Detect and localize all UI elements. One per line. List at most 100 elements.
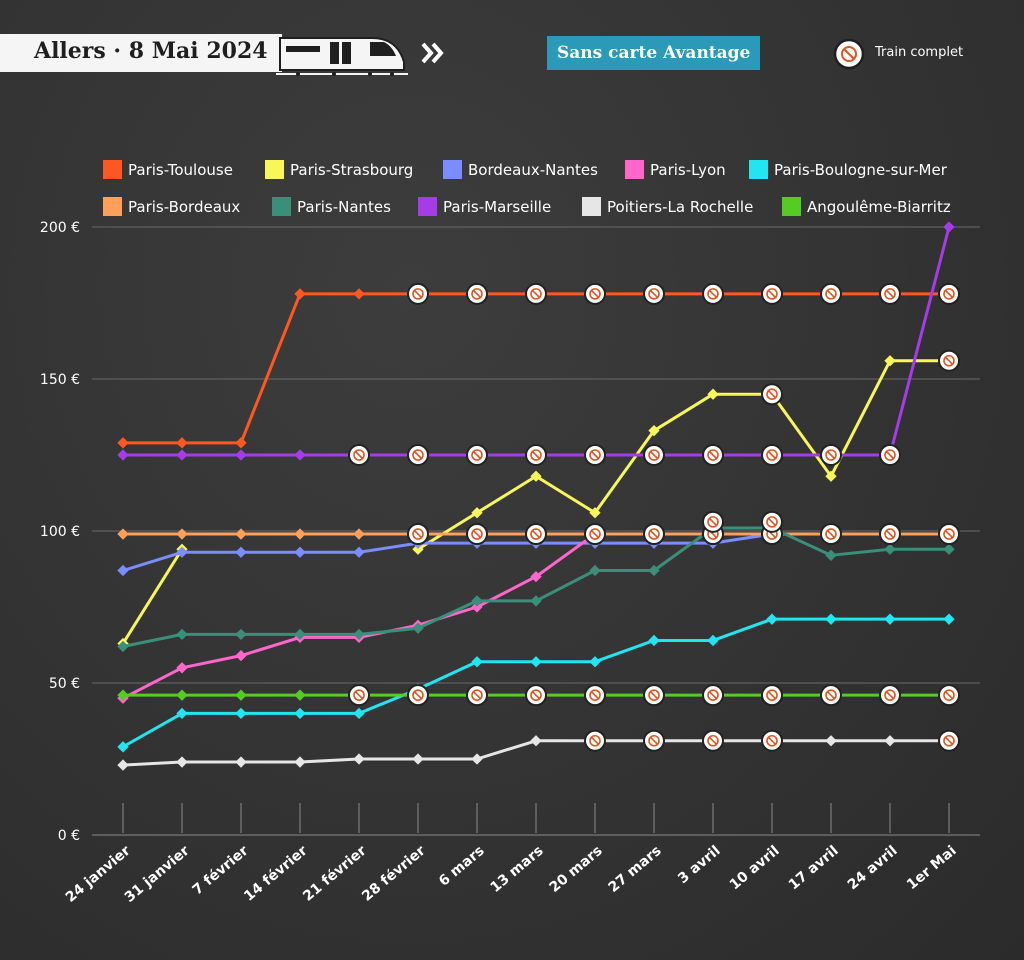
train-full-marker xyxy=(820,684,842,707)
data-point xyxy=(943,221,955,233)
x-tick-label: 21 février xyxy=(300,843,369,905)
train-full-marker xyxy=(348,684,370,707)
legend-label: Paris-Marseille xyxy=(443,198,551,216)
data-point xyxy=(235,528,247,540)
train-full-marker xyxy=(702,510,724,533)
data-point xyxy=(117,564,129,577)
data-point xyxy=(648,634,660,647)
legend-label: Paris-Toulouse xyxy=(128,161,233,179)
x-tick-label: 14 février xyxy=(241,843,310,905)
train-full-marker xyxy=(938,523,960,546)
train-full-marker xyxy=(525,684,547,707)
data-point xyxy=(294,756,306,768)
data-point xyxy=(235,689,247,701)
y-tick-label: 50 € xyxy=(49,676,80,692)
legend-label: Paris-Bordeaux xyxy=(128,198,240,216)
data-point xyxy=(471,601,483,613)
data-point xyxy=(471,595,483,607)
data-point xyxy=(176,449,188,461)
legend-swatch xyxy=(272,197,291,216)
legend-swatch xyxy=(625,160,644,179)
data-point xyxy=(294,449,306,461)
page-title: Allers · 8 Mai 2024 xyxy=(34,38,268,64)
train-full-marker xyxy=(938,684,960,707)
data-point xyxy=(176,628,188,641)
x-tick-label: 3 avril xyxy=(675,843,723,887)
data-point xyxy=(825,549,837,561)
data-point xyxy=(235,449,247,461)
x-tick-label: 28 février xyxy=(359,843,428,905)
title-banner xyxy=(0,34,282,72)
data-point xyxy=(235,649,247,662)
x-tick-label: 20 mars xyxy=(547,843,606,896)
data-point xyxy=(589,656,601,668)
train-full-marker xyxy=(643,684,665,707)
train-full-marker xyxy=(879,282,901,305)
legend-swatch xyxy=(418,197,437,216)
train-full-marker xyxy=(643,523,665,546)
series-line xyxy=(123,292,949,445)
train-full-marker xyxy=(702,729,724,752)
x-tick-label: 7 février xyxy=(190,843,252,899)
data-point xyxy=(235,437,247,449)
train-full-marker xyxy=(938,282,960,305)
train-full-marker xyxy=(702,684,724,707)
data-point xyxy=(471,656,483,668)
data-point xyxy=(353,707,365,720)
data-point xyxy=(825,613,837,625)
train-full-marker xyxy=(525,523,547,546)
legend-swatch xyxy=(582,197,601,216)
train-full-marker xyxy=(938,729,960,752)
data-point xyxy=(707,634,719,647)
data-point xyxy=(884,543,896,555)
data-point xyxy=(294,288,306,300)
legend-label: Angoulême-Biarritz xyxy=(807,198,951,216)
data-point xyxy=(884,613,896,625)
data-point xyxy=(353,288,365,300)
data-point xyxy=(294,528,306,540)
x-tick-label: 10 avril xyxy=(727,843,783,893)
data-point xyxy=(176,689,188,701)
data-point xyxy=(176,662,188,674)
data-point xyxy=(943,543,955,555)
data-point xyxy=(235,628,247,641)
train-full-marker xyxy=(466,684,488,707)
y-tick-label: 150 € xyxy=(40,372,80,388)
train-full-marker xyxy=(938,349,960,372)
data-point xyxy=(294,546,306,558)
data-point xyxy=(176,528,188,540)
legend-swatch xyxy=(265,160,284,179)
train-full-marker xyxy=(466,523,488,546)
train-full-marker xyxy=(761,383,783,406)
train-full-marker xyxy=(643,444,665,466)
train-full-marker xyxy=(584,444,606,466)
train-full-marker xyxy=(466,282,488,305)
data-point xyxy=(530,470,542,482)
data-point xyxy=(884,355,896,367)
train-full-marker xyxy=(820,444,842,466)
x-tick-label: 31 janvier xyxy=(122,843,193,906)
train-full-marker xyxy=(761,684,783,707)
data-point xyxy=(589,564,601,577)
data-point xyxy=(471,753,483,765)
data-point xyxy=(648,564,660,577)
x-tick-label: 1er Mai xyxy=(904,843,960,893)
train-full-marker xyxy=(584,282,606,305)
data-point xyxy=(294,689,306,701)
y-tick-label: 200 € xyxy=(40,220,80,236)
legend-label: Paris-Strasbourg xyxy=(290,161,413,179)
data-point xyxy=(648,425,660,437)
x-tick-label: 17 avril xyxy=(786,843,842,893)
series-line xyxy=(122,532,773,572)
series-line xyxy=(122,532,596,700)
data-point xyxy=(235,756,247,768)
data-point xyxy=(294,628,306,641)
train-full-marker xyxy=(584,523,606,546)
data-point xyxy=(530,735,542,747)
data-point xyxy=(412,753,424,765)
data-point xyxy=(530,595,542,607)
no-entry-icon xyxy=(833,38,865,74)
legend-label: Paris-Nantes xyxy=(297,198,391,216)
data-point xyxy=(412,622,424,634)
data-point xyxy=(176,756,188,768)
